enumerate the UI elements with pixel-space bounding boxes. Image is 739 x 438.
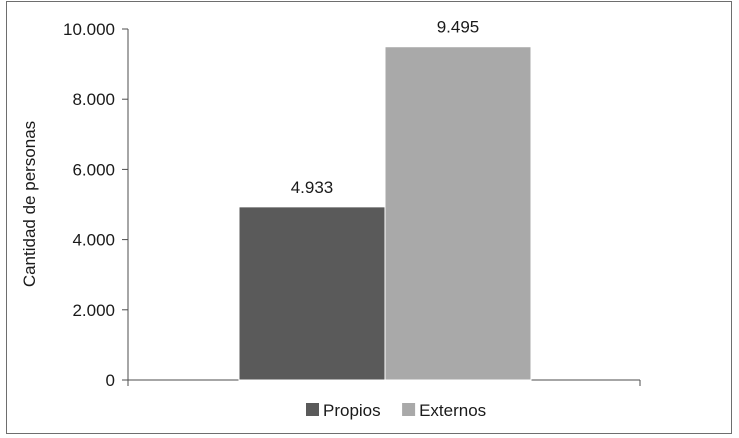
legend: Propios Externos [306,401,486,420]
y-tick-label: 2.000 [72,301,115,320]
legend-swatch-propios [306,403,319,416]
y-axis: 0 2.000 4.000 6.000 8.000 10.000 [63,20,641,390]
legend-label-externos: Externos [419,401,486,420]
y-tick-label: 8.000 [72,90,115,109]
y-tick-label: 4.000 [72,231,115,250]
bars [238,46,532,381]
legend-label-propios: Propios [323,401,381,420]
bar-value-label-propios: 4.933 [291,178,334,197]
bar-externos [384,46,532,381]
legend-swatch-externos [402,403,416,416]
y-tick-label: 6.000 [72,160,115,179]
y-tick-label: 0 [106,371,115,390]
bar-value-label-externos: 9.495 [437,18,480,37]
y-axis-title: Cantidad de personas [20,121,39,287]
data-labels: 4.933 9.495 [291,18,480,197]
y-tick-label: 10.000 [63,20,115,39]
bar-propios [238,206,386,381]
